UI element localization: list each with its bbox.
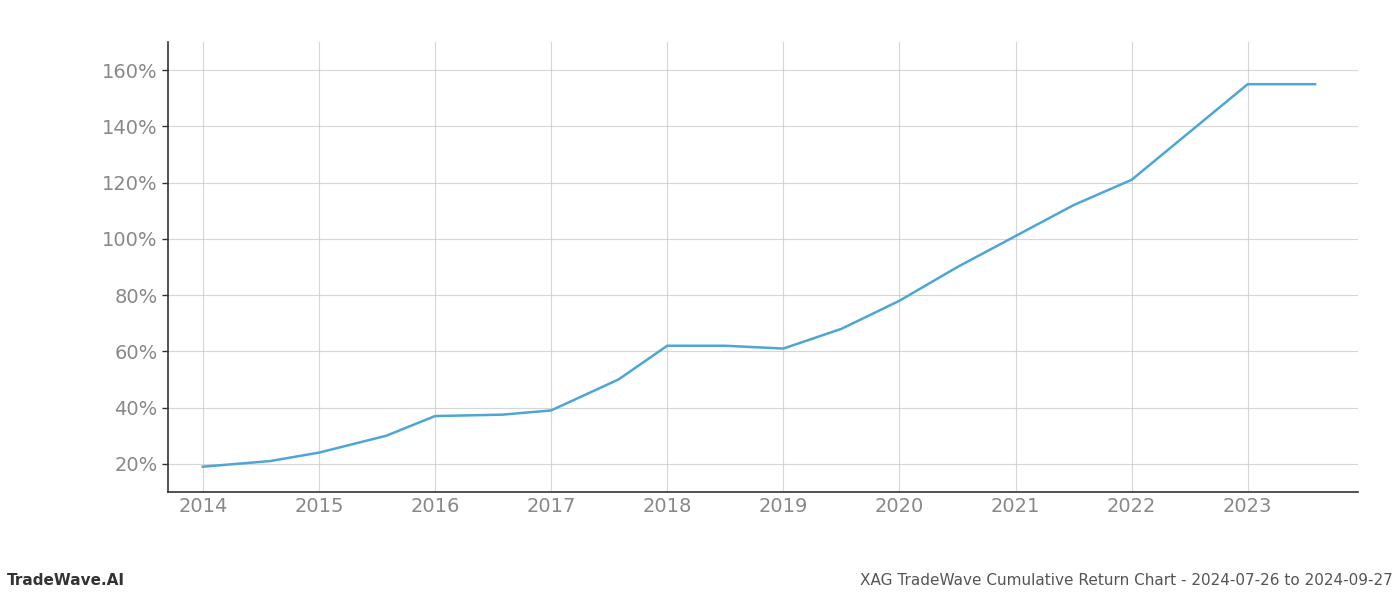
- Text: XAG TradeWave Cumulative Return Chart - 2024-07-26 to 2024-09-27: XAG TradeWave Cumulative Return Chart - …: [860, 573, 1393, 588]
- Text: TradeWave.AI: TradeWave.AI: [7, 573, 125, 588]
